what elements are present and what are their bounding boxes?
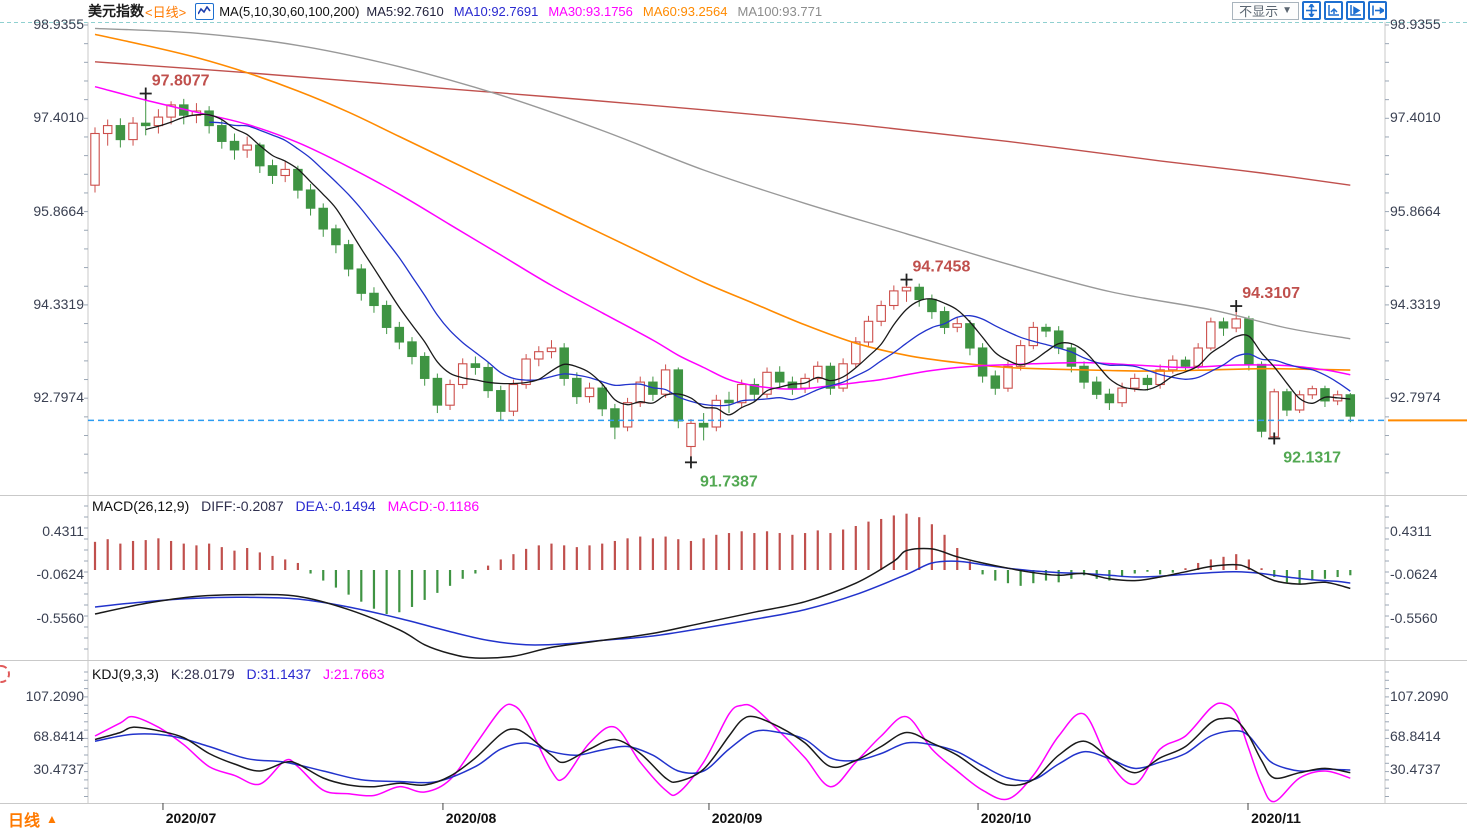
kdj-axis-label: 107.2090 bbox=[25, 688, 84, 704]
chart-header: 美元指数 <日线> MA(5,10,30,60,100,200) MA5:92.… bbox=[0, 0, 1467, 22]
display-mode-dropdown[interactable]: 不显示 ▼ bbox=[1232, 1, 1299, 20]
chevron-down-icon: ▼ bbox=[1282, 5, 1292, 16]
kdj-axis-label: 68.8414 bbox=[33, 728, 84, 744]
price-annotations-layer: 97.8077 94.7458 94.3107 91.7387 92.1317 bbox=[139, 73, 1341, 490]
price-axis-label: 97.4010 bbox=[33, 109, 84, 125]
ma30-value: MA30:93.1756 bbox=[548, 3, 633, 19]
ma10-value: MA10:92.7691 bbox=[453, 3, 539, 19]
macd-axis-label: 0.4311 bbox=[1390, 523, 1432, 539]
ma5-value: MA5:92.7610 bbox=[366, 3, 444, 19]
price-axis-label: 95.8664 bbox=[33, 203, 84, 219]
price-axis-label: 94.3319 bbox=[33, 296, 84, 312]
kdj-params: KDJ(9,3,3) bbox=[92, 666, 159, 682]
kdj-k-value: K:28.0179 bbox=[170, 666, 235, 682]
crosshair-icon[interactable] bbox=[1302, 1, 1321, 20]
macd-diff-value: DIFF:-0.2087 bbox=[201, 498, 284, 514]
macd-axis-label: -0.0624 bbox=[1390, 566, 1438, 582]
display-mode-label: 不显示 bbox=[1239, 4, 1279, 19]
x-axis-label: 2020/10 bbox=[980, 810, 1032, 826]
play-scale-icon[interactable] bbox=[1346, 1, 1365, 20]
ma-lines-layer bbox=[94, 27, 1351, 416]
pan-right-icon[interactable] bbox=[1368, 1, 1387, 20]
kdj-d-value: D:31.1437 bbox=[246, 666, 312, 682]
macd-header: MACD(26,12,9) DIFF:-0.2087 DEA:-0.1494 M… bbox=[92, 498, 487, 514]
period-tag: <日线> bbox=[145, 4, 187, 20]
svg-text:97.8077: 97.8077 bbox=[152, 73, 210, 90]
x-axis-label: 2020/09 bbox=[711, 810, 763, 826]
edge-marker-icon bbox=[0, 665, 10, 683]
svg-text:92.1317: 92.1317 bbox=[1283, 449, 1341, 466]
macd-params: MACD(26,12,9) bbox=[92, 498, 190, 514]
price-axis-label: 92.7974 bbox=[1390, 389, 1441, 405]
macd-axis-label: -0.5560 bbox=[1390, 610, 1438, 626]
macd-axis-label: -0.5560 bbox=[36, 610, 84, 626]
chart-toolbar: 不显示 ▼ bbox=[1232, 1, 1387, 20]
x-axis-label: 2020/11 bbox=[1251, 810, 1301, 826]
kdj-axis-label: 30.4737 bbox=[33, 761, 84, 777]
zoom-scale-icon[interactable] bbox=[1324, 1, 1343, 20]
svg-text:94.7458: 94.7458 bbox=[913, 259, 971, 276]
candles-layer bbox=[90, 93, 1356, 463]
price-axis-label: 98.9355 bbox=[1390, 16, 1441, 32]
svg-text:94.3107: 94.3107 bbox=[1242, 285, 1300, 302]
kdj-axis-label: 30.4737 bbox=[1390, 761, 1441, 777]
x-axis-label: 2020/07 bbox=[165, 810, 217, 826]
ma60-value: MA60:93.2564 bbox=[642, 3, 728, 19]
instrument-title: 美元指数 bbox=[88, 3, 144, 19]
macd-dea-value: DEA:-0.1494 bbox=[295, 498, 376, 514]
ma100-value: MA100:93.771 bbox=[737, 3, 823, 19]
price-axis-label: 97.4010 bbox=[1390, 109, 1441, 125]
price-axis-label: 98.9355 bbox=[33, 16, 84, 32]
kdj-axis-label: 107.2090 bbox=[1390, 688, 1449, 704]
ma-chart-icon bbox=[195, 2, 215, 20]
ma-signature: MA(5,10,30,60,100,200) bbox=[219, 3, 360, 19]
price-axis-label: 95.8664 bbox=[1390, 203, 1441, 219]
x-axis-label: 2020/08 bbox=[445, 810, 497, 826]
svg-text:91.7387: 91.7387 bbox=[700, 473, 758, 490]
macd-axis-label: 0.4311 bbox=[42, 523, 84, 539]
kdj-header: KDJ(9,3,3) K:28.0179 D:31.1437 J:21.7663 bbox=[92, 666, 393, 682]
triangle-up-icon: ▲ bbox=[46, 812, 58, 826]
price-axis-label: 92.7974 bbox=[33, 389, 84, 405]
axis-ticks-layer bbox=[84, 24, 1389, 810]
period-selector-label: 日线 bbox=[8, 813, 41, 830]
period-selector[interactable]: 日线 ▲ bbox=[8, 807, 58, 831]
kdj-j-value: J:21.7663 bbox=[323, 666, 385, 682]
macd-axis-label: -0.0624 bbox=[36, 566, 84, 582]
kdj-axis-label: 68.8414 bbox=[1390, 728, 1441, 744]
macd-macd-value: MACD:-0.1186 bbox=[387, 498, 480, 514]
kdj-layer bbox=[94, 702, 1351, 803]
macd-layer bbox=[93, 513, 1352, 659]
price-axis-label: 94.3319 bbox=[1390, 296, 1441, 312]
